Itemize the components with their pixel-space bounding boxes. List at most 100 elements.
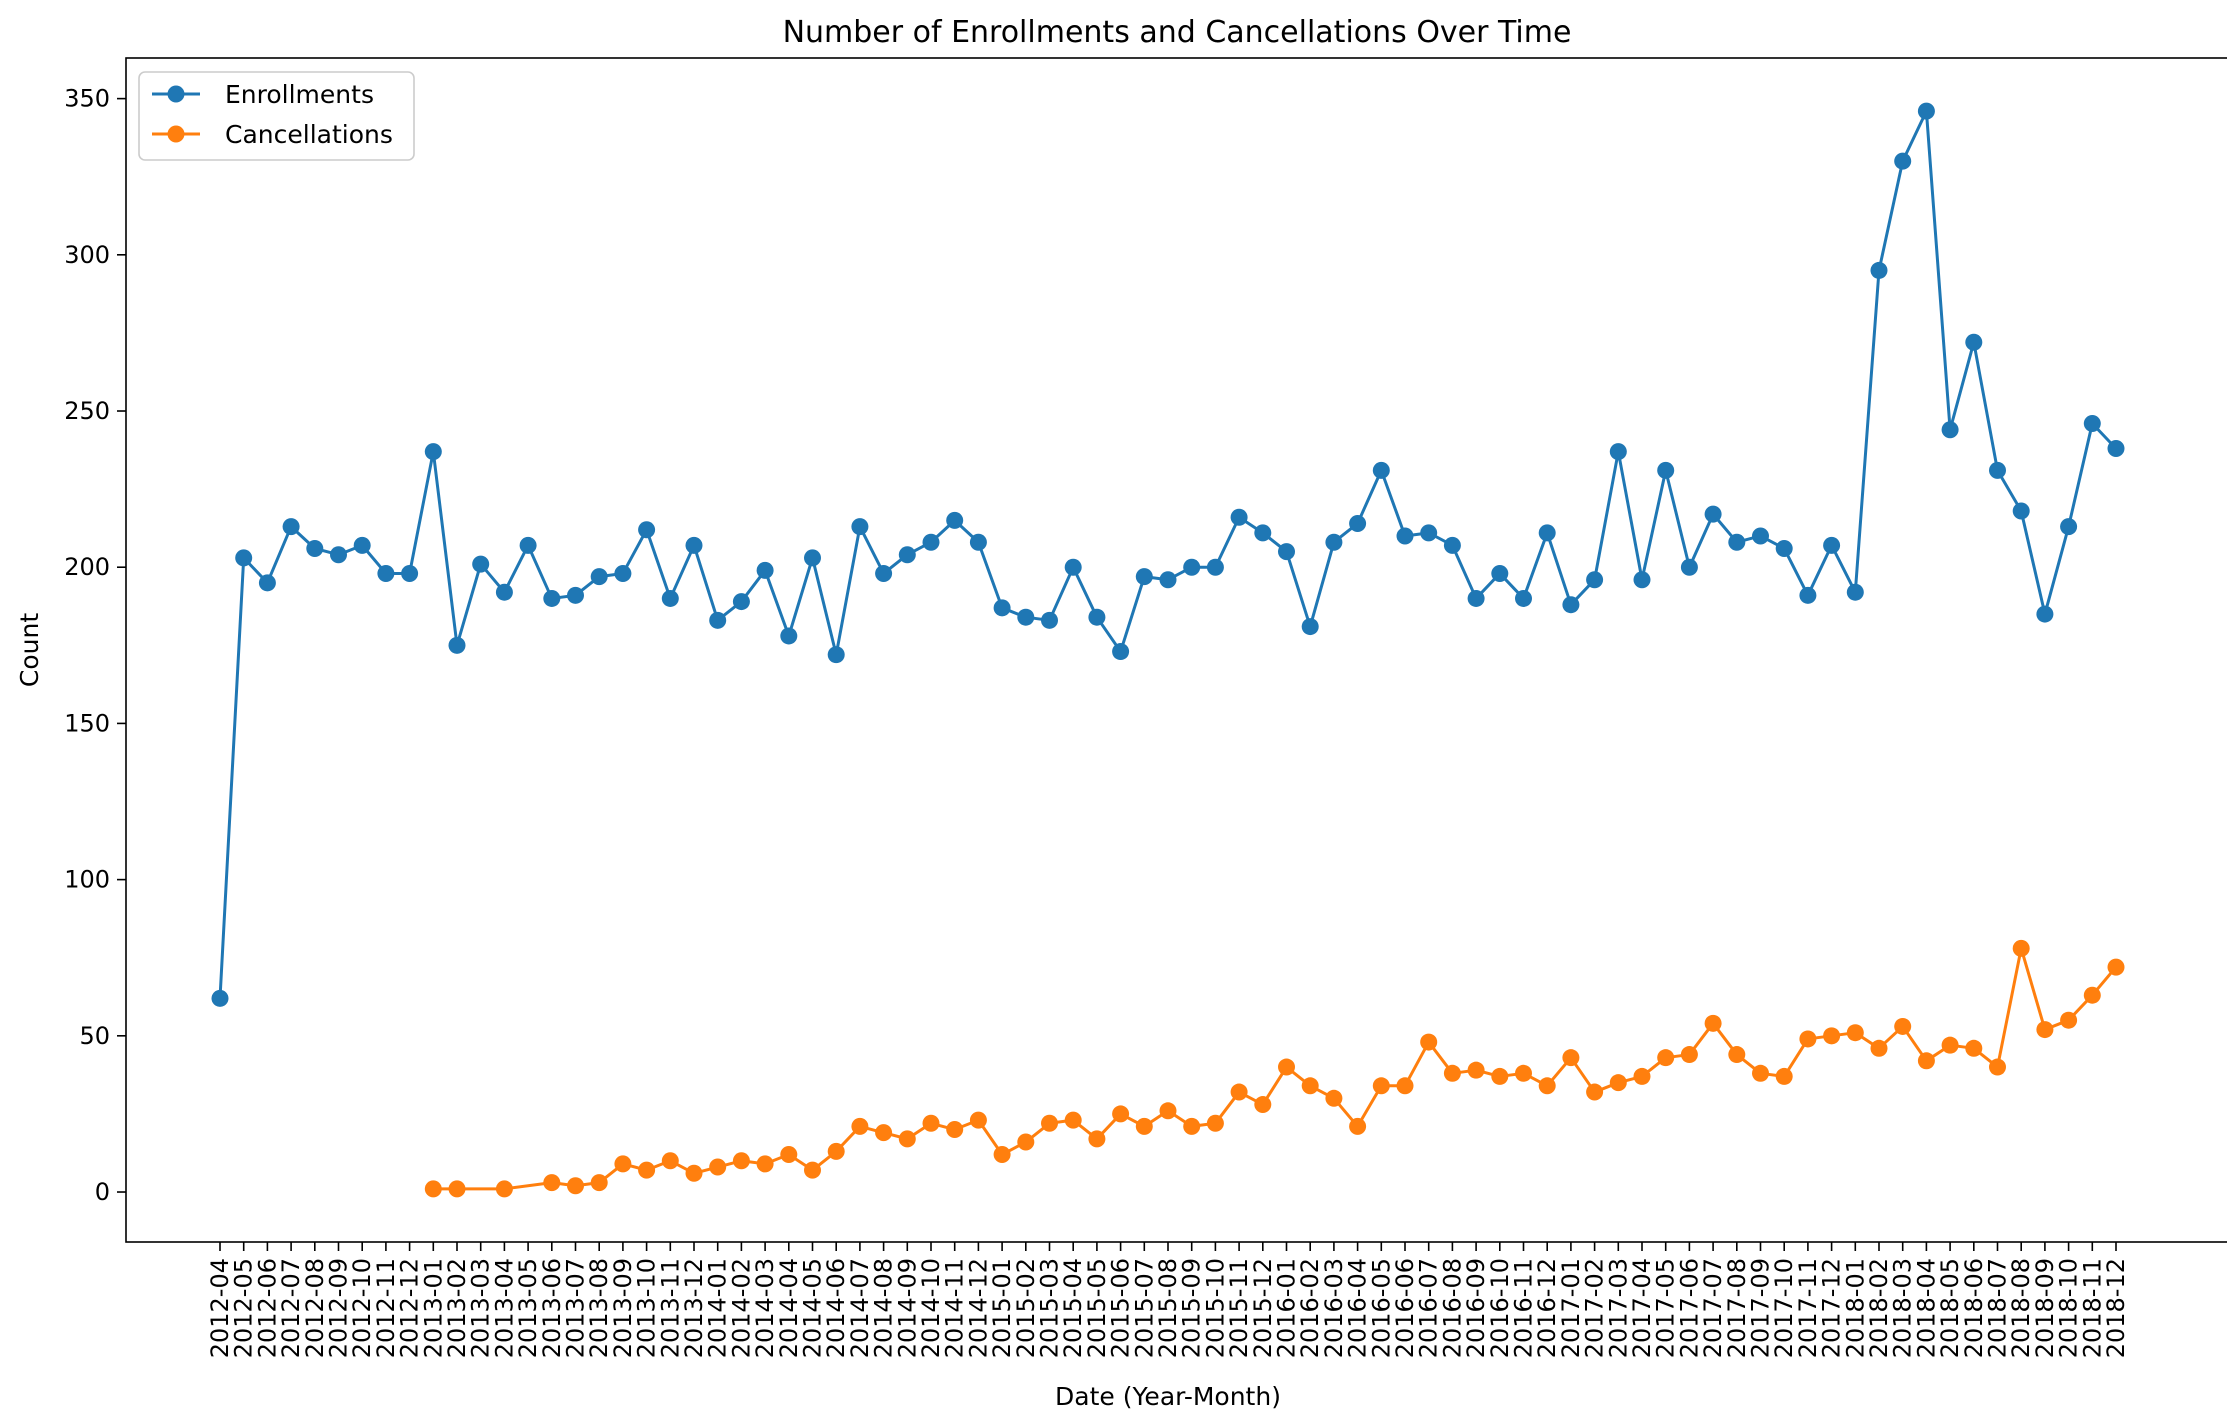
data-point-enrollments xyxy=(2036,605,2054,623)
data-point-cancellations xyxy=(2036,1021,2054,1039)
data-point-cancellations xyxy=(661,1152,679,1170)
series-layer xyxy=(211,102,2125,1198)
data-point-enrollments xyxy=(1420,524,1438,542)
x-tick-label: 2015-09 xyxy=(1178,1258,1206,1358)
legend-entry-enrollments: Enrollments xyxy=(152,80,374,109)
data-point-enrollments xyxy=(946,511,964,529)
x-tick-label: 2016-05 xyxy=(1367,1258,1395,1358)
data-point-enrollments xyxy=(2107,440,2125,458)
data-point-cancellations xyxy=(851,1117,869,1135)
data-point-enrollments xyxy=(1823,536,1841,554)
data-point-enrollments xyxy=(1301,618,1319,636)
legend: Enrollments Cancellations xyxy=(138,71,415,161)
data-point-enrollments xyxy=(804,549,821,567)
legend-marker-cancellations xyxy=(167,125,185,143)
x-tick-label: 2014-05 xyxy=(799,1258,827,1358)
y-tick-label: 0 xyxy=(95,1178,110,1206)
data-point-cancellations xyxy=(2107,958,2125,976)
data-point-cancellations xyxy=(922,1114,940,1132)
data-point-cancellations xyxy=(1041,1114,1058,1132)
data-point-cancellations xyxy=(1443,1064,1461,1082)
data-point-cancellations xyxy=(2083,986,2101,1004)
y-tick-label: 300 xyxy=(64,241,110,269)
data-point-cancellations xyxy=(1823,1027,1841,1045)
y-tick-label: 250 xyxy=(64,397,110,425)
data-point-enrollments xyxy=(851,518,869,536)
data-point-enrollments xyxy=(1135,568,1153,586)
data-point-enrollments xyxy=(1159,571,1177,589)
data-point-enrollments xyxy=(1846,583,1864,601)
data-point-cancellations xyxy=(993,1146,1011,1164)
y-tick-label: 350 xyxy=(64,85,110,113)
data-point-cancellations xyxy=(1254,1096,1272,1114)
x-tick-label: 2013-04 xyxy=(490,1258,518,1358)
x-tick-label: 2013-03 xyxy=(467,1258,495,1358)
data-point-cancellations xyxy=(614,1155,632,1173)
x-tick-label: 2012-04 xyxy=(206,1258,234,1358)
chart-title: Number of Enrollments and Cancellations … xyxy=(783,15,1572,50)
data-point-cancellations xyxy=(1112,1105,1130,1123)
data-point-cancellations xyxy=(1989,1058,2006,1076)
x-tick-label: 2018-09 xyxy=(2031,1258,2059,1358)
data-point-enrollments xyxy=(543,589,561,607)
data-point-cancellations xyxy=(1206,1114,1224,1132)
x-tick-label: 2018-12 xyxy=(2102,1258,2130,1358)
data-point-enrollments xyxy=(875,564,893,582)
data-point-cancellations xyxy=(543,1174,561,1192)
data-point-enrollments xyxy=(590,568,608,586)
x-tick-label: 2013-02 xyxy=(443,1258,471,1358)
data-point-cancellations xyxy=(1064,1111,1082,1129)
data-point-enrollments xyxy=(2012,502,2030,520)
x-tick-label: 2012-09 xyxy=(325,1258,353,1358)
data-point-cancellations xyxy=(1491,1067,1509,1085)
data-point-cancellations xyxy=(875,1124,893,1142)
data-point-enrollments xyxy=(685,536,703,554)
data-point-enrollments xyxy=(353,536,371,554)
data-point-cancellations xyxy=(685,1164,703,1182)
data-point-cancellations xyxy=(2060,1011,2078,1029)
data-point-enrollments xyxy=(424,443,442,461)
data-point-cancellations xyxy=(827,1142,845,1160)
legend-label-cancellations: Cancellations xyxy=(225,120,393,149)
data-point-enrollments xyxy=(1254,524,1272,542)
data-point-enrollments xyxy=(1112,643,1130,661)
data-point-cancellations xyxy=(898,1130,916,1148)
data-point-cancellations xyxy=(1917,1052,1935,1070)
data-point-cancellations xyxy=(969,1111,987,1129)
x-tick-label: 2012-12 xyxy=(396,1258,424,1358)
data-point-cancellations xyxy=(756,1155,774,1173)
x-tick-label: 2017-01 xyxy=(1557,1258,1585,1358)
data-point-enrollments xyxy=(1989,461,2006,479)
x-tick-label: 2014-08 xyxy=(870,1258,898,1358)
x-tick-label: 2016-11 xyxy=(1510,1258,1538,1358)
data-point-enrollments xyxy=(1183,558,1201,576)
x-tick-label: 2014-04 xyxy=(775,1258,803,1358)
data-point-cancellations xyxy=(448,1180,466,1198)
data-point-enrollments xyxy=(1064,558,1082,576)
x-tick-label: 2016-01 xyxy=(1273,1258,1301,1358)
x-tick-label: 2016-07 xyxy=(1415,1258,1443,1358)
x-tick-label: 2016-10 xyxy=(1486,1258,1514,1358)
series-line-enrollments xyxy=(218,109,2118,999)
data-point-cancellations xyxy=(1894,1017,1912,1035)
x-tick-label: 2015-02 xyxy=(1012,1258,1040,1358)
data-point-enrollments xyxy=(1538,524,1556,542)
data-point-enrollments xyxy=(1657,461,1675,479)
data-point-cancellations xyxy=(1728,1046,1746,1064)
data-point-enrollments xyxy=(2083,415,2101,433)
x-tick-label: 2017-08 xyxy=(1723,1258,1751,1358)
x-tick-label: 2017-07 xyxy=(1699,1258,1727,1358)
x-tick-label: 2015-08 xyxy=(1154,1258,1182,1358)
data-point-cancellations xyxy=(1633,1067,1651,1085)
x-tick-label: 2015-05 xyxy=(1083,1258,1111,1358)
x-tick-label: 2013-06 xyxy=(538,1258,566,1358)
x-tick-label: 2013-11 xyxy=(656,1258,684,1358)
data-point-cancellations xyxy=(495,1180,513,1198)
data-point-enrollments xyxy=(1586,571,1604,589)
data-point-cancellations xyxy=(1372,1077,1390,1095)
x-tick-label: 2015-11 xyxy=(1225,1258,1253,1358)
data-point-enrollments xyxy=(1752,527,1769,545)
data-point-enrollments xyxy=(638,521,656,539)
data-point-enrollments xyxy=(993,599,1011,617)
